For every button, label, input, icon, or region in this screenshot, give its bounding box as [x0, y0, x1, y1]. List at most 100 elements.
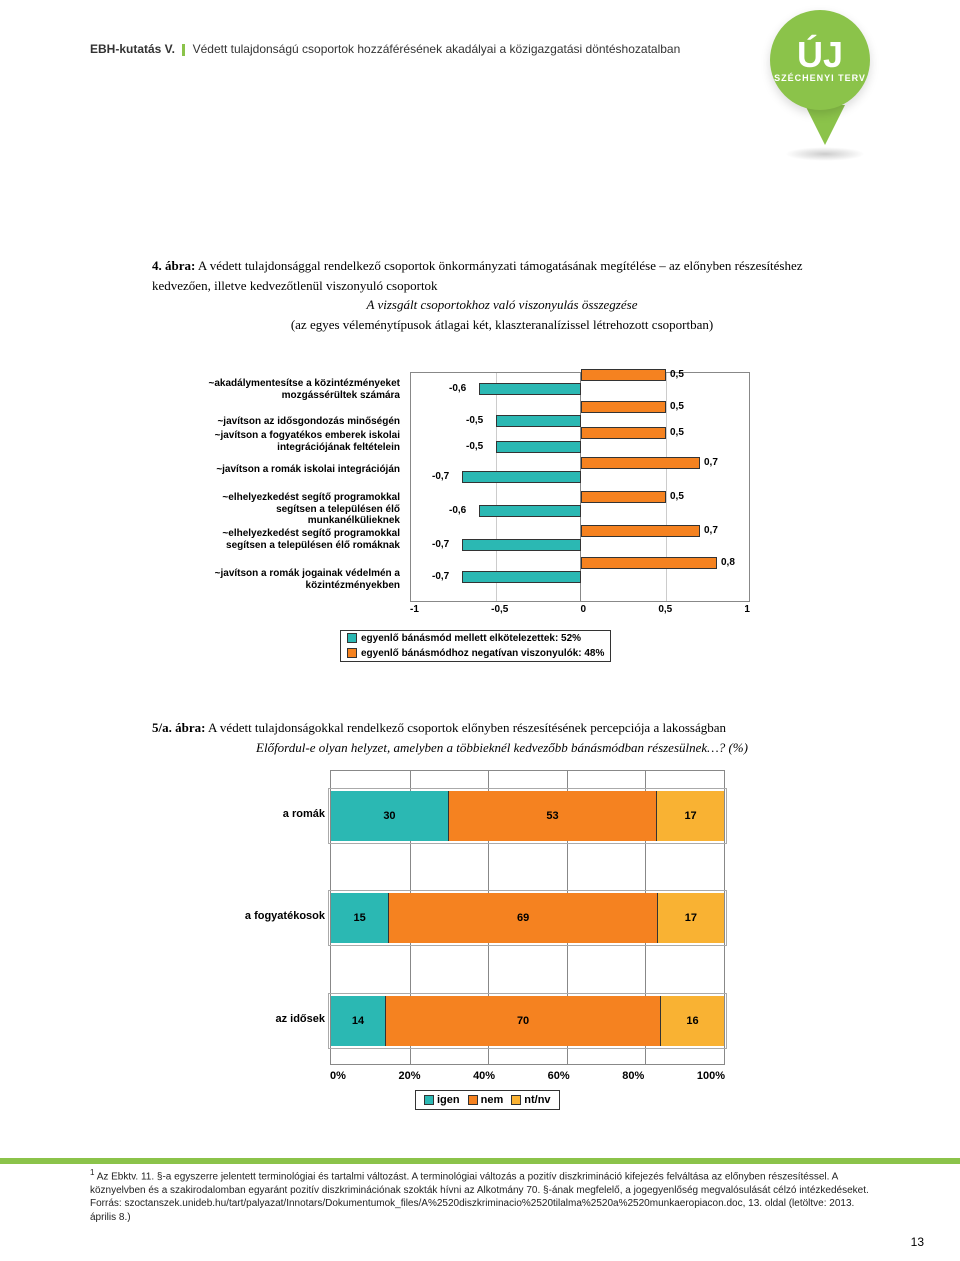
chart2-legend: igennem nt/nv [415, 1090, 560, 1110]
chart2-xtick: 20% [398, 1070, 420, 1082]
footnote-separator [0, 1158, 960, 1164]
chart2-legend-item: nem [468, 1094, 504, 1106]
chart2-segment: 14 [331, 996, 386, 1046]
chart1-diverging-bar: ~akadálymentesítse a közintézményeket mo… [190, 372, 760, 657]
chart2-xtick: 40% [473, 1070, 495, 1082]
chart2-segment: 15 [331, 893, 389, 943]
figure4-note: (az egyes véleménytípusok átlagai két, k… [291, 317, 713, 332]
chart1-value-label: -0,7 [432, 471, 449, 482]
szechenyi-logo: ÚJ SZÉCHENYI TERV [770, 10, 880, 170]
chart1-bar-positive [581, 427, 666, 439]
chart2-legend-swatch [511, 1095, 521, 1105]
chart1-xtick: -1 [410, 604, 419, 615]
figure4-label: 4. ábra: [152, 258, 195, 273]
chart1-bar-positive [581, 525, 700, 537]
logo-text-top: ÚJ [797, 37, 843, 73]
chart2-segment: 53 [449, 791, 657, 841]
chart1-bar-positive [581, 491, 666, 503]
chart2-bar-row: 156917 [331, 893, 724, 943]
chart1-value-label: 0,5 [670, 491, 684, 502]
chart1-xtick: 0 [581, 604, 587, 615]
chart2-xtick: 80% [622, 1070, 644, 1082]
chart1-value-label: -0,5 [466, 441, 483, 452]
chart2-legend-item: igen [424, 1094, 460, 1106]
chart2-category-label: az idősek [275, 1013, 325, 1025]
chart1-category-label: ~javítson a romák iskolai integrációján [190, 464, 400, 476]
chart1-bar-positive [581, 401, 666, 413]
chart2-segment: 70 [386, 996, 661, 1046]
chart1-legend: egyenlő bánásmód mellett elkötelezettek:… [340, 630, 611, 662]
chart2-legend-swatch [424, 1095, 434, 1105]
chart1-xtick: -0,5 [491, 604, 508, 615]
chart1-category-label: ~elhelyezkedést segítő programokkal segí… [190, 492, 400, 527]
chart1-category-label: ~javítson a fogyatékos emberek iskolai i… [190, 430, 400, 453]
footnote-marker: 1 [90, 1168, 94, 1177]
chart2-category-label: a fogyatékosok [245, 910, 325, 922]
chart2-category-label: a romák [283, 808, 325, 820]
chart2-segment: 16 [661, 996, 724, 1046]
chart1-value-label: 0,5 [670, 369, 684, 380]
chart1-bar-positive [581, 457, 700, 469]
figure4-caption: 4. ábra: A védett tulajdonsággal rendelk… [152, 256, 852, 334]
chart1-bar-negative [462, 471, 581, 483]
chart1-bar-negative [462, 539, 581, 551]
chart2-xtick: 0% [330, 1070, 346, 1082]
chart2-xtick: 100% [697, 1070, 725, 1082]
chart1-category-label: ~javítson a romák jogainak védelmén a kö… [190, 568, 400, 591]
chart2-plot-area: 305317156917147016 [330, 770, 725, 1065]
chart2-legend-swatch [468, 1095, 478, 1105]
chart2-segment: 17 [658, 893, 724, 943]
chart2-legend-item: nt/nv [511, 1094, 550, 1106]
chart1-x-axis: -1 -0,5 0 0,5 1 [410, 604, 750, 615]
chart1-value-label: 0,7 [704, 525, 718, 536]
figure4-subtitle: A vizsgált csoportokhoz való viszonyulás… [367, 297, 638, 312]
footnote: 1 Az Ebktv. 11. §-a egyszerre jelentett … [90, 1168, 880, 1224]
chart2-bar-row: 147016 [331, 996, 724, 1046]
chart1-value-label: 0,5 [670, 401, 684, 412]
logo-circle: ÚJ SZÉCHENYI TERV [770, 10, 870, 110]
chart1-value-label: -0,6 [449, 505, 466, 516]
chart1-bar-negative [496, 441, 581, 453]
chart1-value-label: 0,7 [704, 457, 718, 468]
page-number: 13 [911, 1235, 924, 1249]
chart1-value-label: -0,6 [449, 383, 466, 394]
footnote-text: Az Ebktv. 11. §-a egyszerre jelentett te… [90, 1171, 869, 1223]
chart1-legend-item: egyenlő bánásmódhoz negatívan viszonyuló… [341, 646, 610, 661]
chart1-bar-negative [462, 571, 581, 583]
chart1-bar-positive [581, 557, 717, 569]
logo-text-bottom: SZÉCHENYI TERV [774, 73, 866, 83]
chart1-bar-negative [479, 505, 581, 517]
figure5-subtitle: Előfordul-e olyan helyzet, amelyben a tö… [256, 740, 748, 755]
chart1-gridline [496, 373, 497, 601]
chart2-stacked-bar: 305317156917147016 a romáka fogyatékosok… [210, 770, 740, 1110]
chart1-xtick: 1 [744, 604, 750, 615]
chart2-segment: 69 [389, 893, 658, 943]
figure4-title: A védett tulajdonsággal rendelkező csopo… [152, 258, 803, 293]
chart1-value-label: 0,5 [670, 427, 684, 438]
logo-shadow [785, 147, 865, 161]
chart1-xtick: 0,5 [658, 604, 672, 615]
header-right: Védett tulajdonságú csoportok hozzáférés… [193, 42, 681, 56]
chart1-value-label: 0,8 [721, 557, 735, 568]
chart1-bar-positive [581, 369, 666, 381]
chart1-legend-swatch [347, 648, 357, 658]
chart1-value-label: -0,7 [432, 539, 449, 550]
figure5-label: 5/a. ábra: [152, 720, 205, 735]
chart1-category-label: ~javítson az idősgondozás minőségén [190, 416, 400, 428]
logo-pin [805, 105, 845, 145]
chart2-bar-row: 305317 [331, 791, 724, 841]
chart1-bar-negative [479, 383, 581, 395]
chart2-x-axis: 0% 20% 40% 60% 80% 100% [330, 1070, 725, 1082]
header-left: EBH-kutatás V. [90, 42, 175, 56]
chart1-category-label: ~akadálymentesítse a közintézményeket mo… [190, 378, 400, 401]
chart2-segment: 17 [657, 791, 724, 841]
chart1-legend-item: egyenlő bánásmód mellett elkötelezettek:… [341, 631, 610, 646]
page-header: EBH-kutatás V. Védett tulajdonságú csopo… [90, 42, 680, 56]
figure5-title: A védett tulajdonságokkal rendelkező cso… [208, 720, 726, 735]
chart1-legend-swatch [347, 633, 357, 643]
chart1-category-label: ~elhelyezkedést segítő programokkal segí… [190, 528, 400, 551]
chart1-value-label: -0,7 [432, 571, 449, 582]
chart1-plot-area: -0,60,5-0,50,5-0,50,5-0,70,7-0,60,5-0,70… [410, 372, 750, 602]
chart2-xtick: 60% [548, 1070, 570, 1082]
figure5-caption: 5/a. ábra: A védett tulajdonságokkal ren… [152, 718, 852, 757]
